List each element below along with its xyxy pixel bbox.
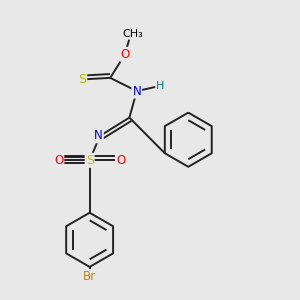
Text: N: N: [94, 129, 103, 142]
Text: S: S: [85, 154, 94, 167]
Text: H: H: [156, 81, 164, 91]
Text: O: O: [120, 48, 130, 61]
Text: CH₃: CH₃: [122, 29, 143, 39]
Text: N: N: [132, 85, 141, 98]
Text: Br: Br: [83, 270, 96, 283]
Text: O: O: [54, 154, 63, 167]
Text: S: S: [78, 73, 86, 86]
Text: O: O: [116, 154, 125, 167]
